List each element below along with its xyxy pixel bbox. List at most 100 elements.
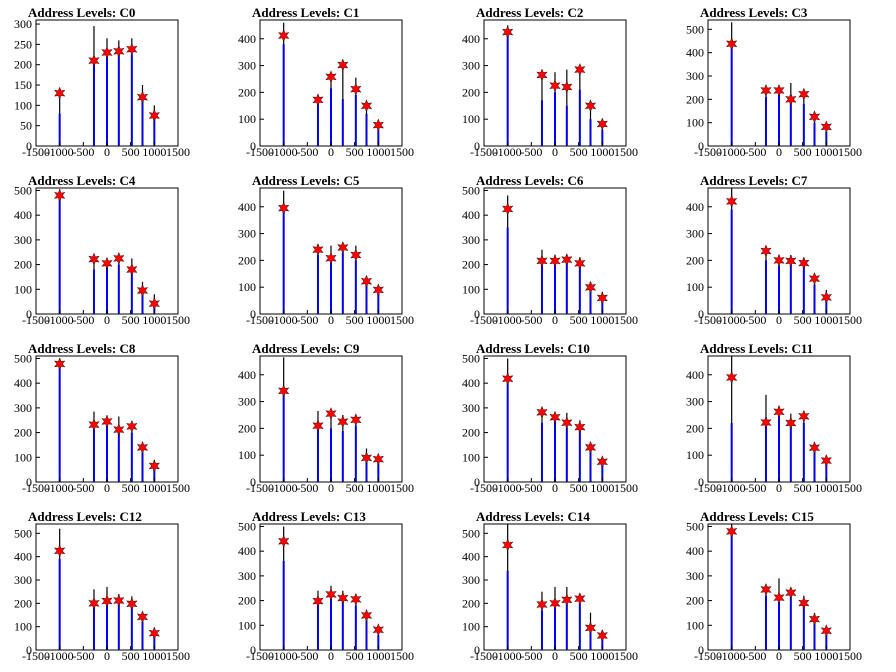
- peak-marker-star: [549, 596, 561, 610]
- peak-marker-star: [325, 251, 337, 265]
- y-tick-label: 200: [14, 58, 32, 72]
- panel-c9: Address Levels: C9 0 100 200 300 400 -1500-100…: [238, 341, 414, 495]
- peak-marker-star: [785, 586, 797, 600]
- peak-marker-star: [584, 280, 597, 294]
- y-tick-label: 300: [686, 569, 704, 583]
- y-tick-label: 500: [14, 183, 32, 197]
- x-tick-label: -1500: [470, 481, 498, 495]
- y-tick-label: 0: [26, 475, 32, 489]
- x-tick-label: 1000: [142, 481, 166, 495]
- y-tick-label: 300: [238, 59, 256, 73]
- peak-marker-star: [350, 82, 362, 96]
- y-tick-label: 300: [14, 233, 32, 247]
- peak-marker-star: [360, 274, 373, 288]
- peak-marker-star: [760, 244, 772, 258]
- x-tick-label: -1500: [694, 145, 722, 159]
- y-tick-label: 300: [462, 233, 480, 247]
- y-tick-label: 0: [698, 475, 704, 489]
- y-tick-label: 100: [14, 450, 32, 464]
- x-tick-label: -1000: [270, 481, 298, 495]
- x-tick-label: 0: [328, 481, 334, 495]
- y-tick-label: 300: [462, 401, 480, 415]
- y-tick-label: 0: [474, 307, 480, 321]
- panel-c6: Address Levels: C60100200300400500-1500-…: [462, 173, 638, 327]
- x-tick-label: 0: [328, 145, 334, 159]
- y-tick-label: 400: [14, 208, 32, 222]
- peak-marker-star: [148, 108, 161, 123]
- y-tick-label: 400: [462, 32, 480, 46]
- peak-marker-star: [337, 415, 349, 429]
- panel-c0: Address Levels: C0 0 50 100 150 200 250 300 -150…: [14, 5, 190, 159]
- y-tick-label: 200: [686, 594, 704, 608]
- panel-title: Address Levels: C9: [252, 341, 360, 356]
- peak-marker-star: [337, 58, 349, 72]
- peak-marker-star: [325, 70, 337, 84]
- x-tick-label: -1500: [246, 481, 274, 495]
- x-tick-label: 0: [776, 313, 782, 327]
- panel-c8: Address Levels: C80100200300400500-1500-…: [14, 341, 190, 495]
- peak-marker-star: [808, 110, 821, 124]
- x-tick-label: -1000: [718, 145, 746, 159]
- peak-marker-star: [148, 459, 161, 473]
- peak-marker-star: [808, 272, 821, 286]
- y-tick-label: 200: [14, 596, 32, 610]
- peak-marker-star: [561, 80, 573, 94]
- panel-title: Address Levels: C0: [28, 5, 135, 20]
- x-tick-label: -1000: [270, 649, 298, 663]
- x-tick-label: 0: [552, 649, 558, 663]
- peak-marker-star: [773, 83, 785, 98]
- x-tick-label: -500: [520, 481, 542, 495]
- x-tick-label: 1500: [390, 481, 414, 495]
- x-tick-label: 0: [552, 145, 558, 159]
- x-tick-label: 1000: [142, 313, 166, 327]
- y-tick-label: 100: [14, 98, 32, 112]
- peak-marker-star: [350, 248, 362, 262]
- x-tick-label: 500: [122, 313, 140, 327]
- y-tick-label: 100: [462, 282, 480, 296]
- y-tick-label: 400: [686, 46, 704, 60]
- panel-title: Address Levels: C14: [476, 509, 590, 524]
- peak-marker-star: [549, 254, 561, 268]
- x-tick-label: 1000: [590, 313, 614, 327]
- x-tick-label: -1000: [494, 313, 522, 327]
- x-tick-label: -1000: [494, 649, 522, 663]
- peak-marker-star: [785, 416, 797, 430]
- peak-marker-star: [148, 626, 161, 640]
- x-tick-label: 1500: [838, 481, 862, 495]
- y-tick-label: 0: [474, 139, 480, 153]
- x-tick-label: 0: [104, 145, 110, 159]
- y-tick-label: 150: [14, 78, 32, 92]
- y-tick-label: 200: [462, 596, 480, 610]
- x-tick-label: -1000: [46, 481, 74, 495]
- peak-marker-star: [372, 118, 385, 132]
- x-tick-label: 0: [552, 313, 558, 327]
- x-tick-label: -500: [72, 649, 94, 663]
- y-tick-label: 100: [462, 450, 480, 464]
- y-tick-label: 0: [698, 643, 704, 657]
- peak-marker-star: [501, 25, 514, 39]
- x-tick-label: 1500: [166, 481, 190, 495]
- peak-marker-star: [53, 544, 66, 558]
- peak-marker-star: [101, 45, 113, 60]
- y-tick-label: 400: [462, 376, 480, 390]
- peak-marker-star: [136, 283, 149, 298]
- x-tick-label: -1500: [694, 313, 722, 327]
- x-tick-label: -500: [520, 313, 542, 327]
- peak-marker-star: [277, 534, 290, 548]
- y-tick-label: 400: [238, 32, 256, 46]
- panel-title: Address Levels: C4: [28, 173, 136, 188]
- y-tick-label: 300: [14, 17, 32, 31]
- peak-marker-star: [126, 262, 138, 277]
- panel-title: Address Levels: C11: [700, 341, 813, 356]
- x-tick-label: -1000: [46, 649, 74, 663]
- peak-marker-star: [536, 597, 548, 612]
- peak-marker-star: [88, 418, 100, 432]
- peak-marker-star: [101, 256, 113, 270]
- peak-marker-star: [808, 441, 821, 455]
- x-tick-label: 500: [570, 481, 588, 495]
- x-tick-label: 500: [794, 313, 812, 327]
- peak-marker-star: [596, 291, 609, 305]
- x-tick-label: 1500: [838, 649, 862, 663]
- peak-marker-star: [360, 608, 373, 622]
